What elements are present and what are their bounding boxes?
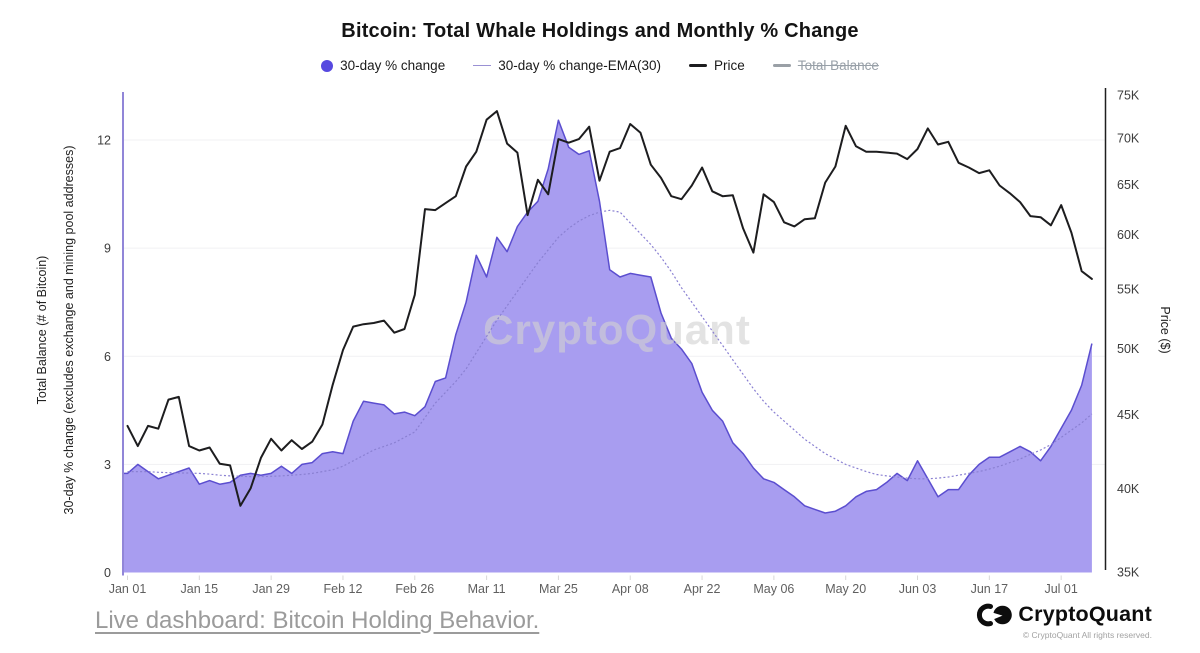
- legend-label-ema: 30-day % change-EMA(30): [498, 58, 662, 73]
- x-axis-tick-label: Apr 22: [684, 582, 721, 596]
- legend-total-balance-line-icon: [772, 64, 791, 67]
- cryptoquant-logo-icon: [977, 603, 1013, 626]
- x-axis-tick-label: Feb 26: [395, 582, 434, 596]
- x-axis-tick-label: Jan 15: [181, 582, 219, 596]
- legend-item-ema[interactable]: 30-day % change-EMA(30): [473, 58, 661, 73]
- left-axis-title-line2: 30-day % change (excludes exchange and m…: [62, 146, 76, 515]
- legend-dashed-line-icon: [473, 64, 492, 67]
- right-axis-tick-label: 75K: [1117, 89, 1140, 103]
- change-area-fill: [123, 120, 1092, 573]
- x-axis-tick-label: May 06: [753, 582, 794, 596]
- x-axis-tick-label: May 20: [825, 582, 866, 596]
- price-line: [126, 110, 1093, 507]
- right-axis-tick-label: 65K: [1117, 178, 1140, 192]
- left-axis-tick-label: 9: [104, 242, 111, 256]
- copyright-text: © CryptoQuant All rights reserved.: [1022, 630, 1152, 640]
- legend-item-total-balance[interactable]: Total Balance: [772, 58, 879, 73]
- x-axis-tick-label: Mar 11: [468, 582, 506, 596]
- x-axis-tick-label: Mar 25: [539, 582, 578, 596]
- right-axis-tick-label: 35K: [1117, 565, 1140, 579]
- legend-label-price: Price: [714, 58, 745, 73]
- left-axis-tick-label: 0: [104, 566, 111, 580]
- left-axis-tick-label: 12: [97, 134, 111, 148]
- left-axis-title-line1: Total Balance (# of Bitcoin): [35, 256, 49, 405]
- x-axis-tick-label: Feb 12: [323, 582, 362, 596]
- legend-item-price[interactable]: Price: [689, 58, 745, 73]
- axis-lines: [122, 88, 1107, 576]
- legend-label-30d-change: 30-day % change: [340, 58, 446, 73]
- left-axis-tick-label: 6: [104, 350, 111, 364]
- right-axis-tick-label: 55K: [1117, 283, 1140, 297]
- x-axis-tick-label: Apr 08: [612, 582, 649, 596]
- x-axis-tick-label: Jun 17: [971, 582, 1009, 596]
- tick-labels: 0 3 6 9 12 35K 40K 45K 50K 55K 60K 65K 70K 75K Jan 01 J…: [97, 89, 1140, 597]
- left-axis-tick-label: 3: [104, 458, 111, 472]
- legend-label-total-balance: Total Balance: [797, 58, 879, 73]
- x-axis-tick-label: Jan 01: [109, 582, 147, 596]
- right-axis-tick-label: 60K: [1117, 228, 1140, 242]
- change-area-edge: [123, 119, 1093, 514]
- watermark: CryptoQuant: [483, 306, 751, 353]
- legend-price-line-icon: [689, 64, 708, 67]
- x-axis-tick-label: Jun 03: [899, 582, 937, 596]
- change-area-series: [123, 119, 1093, 573]
- legend-item-30d-change[interactable]: 30-day % change: [321, 58, 445, 73]
- plot-area[interactable]: [123, 88, 1106, 576]
- x-axis-tick-label: Jan 29: [252, 582, 290, 596]
- right-axis-title: Price ($): [1158, 306, 1172, 353]
- legend-dot-icon: [321, 59, 334, 72]
- axis-titles: Total Balance (# of Bitcoin) 30-day % ch…: [35, 146, 1172, 515]
- right-axis-tick-label: 45K: [1117, 408, 1140, 422]
- right-axis-tick-label: 50K: [1117, 342, 1140, 356]
- chart-title: Bitcoin: Total Whale Holdings and Monthl…: [341, 20, 859, 42]
- line-series: [126, 110, 1093, 507]
- x-axis-tick-label: Jul 01: [1044, 582, 1077, 596]
- brand-block: CryptoQuant © CryptoQuant All rights res…: [976, 602, 1152, 640]
- ema-line: [127, 209, 1093, 480]
- chart-legend: 30-day % change 30-day % change-EMA(30) …: [0, 58, 1200, 73]
- right-axis-tick-label: 70K: [1117, 132, 1140, 146]
- right-axis-tick-label: 40K: [1117, 482, 1140, 496]
- cryptoquant-brand-text: CryptoQuant: [1018, 602, 1152, 626]
- live-dashboard-link[interactable]: Live dashboard: Bitcoin Holding Behavior…: [95, 607, 540, 634]
